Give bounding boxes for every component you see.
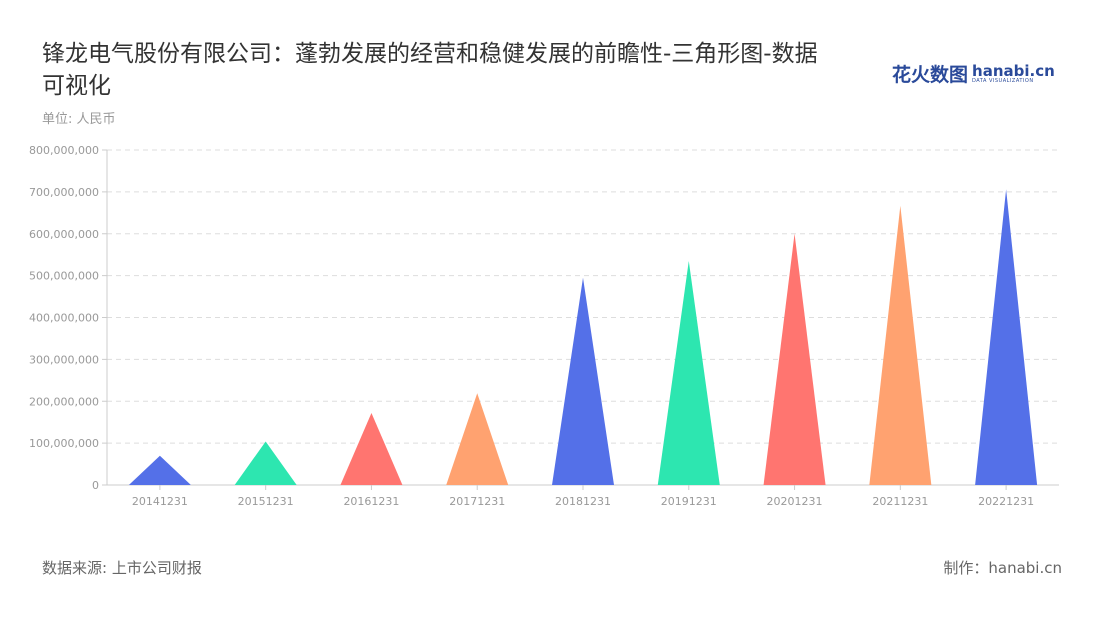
x-tick-label: 20211231	[872, 495, 928, 508]
triangle-bar-20151231	[234, 441, 297, 485]
x-tick-label: 20201231	[767, 495, 823, 508]
triangle-bar-20191231	[657, 260, 720, 485]
triangle-bar-20201231	[763, 233, 826, 485]
maker-credit: 制作：hanabi.cn	[943, 559, 1062, 577]
triangle-bar-20161231	[340, 412, 403, 485]
y-tick-label: 700,000,000	[29, 186, 99, 199]
x-tick-label: 20151231	[238, 495, 294, 508]
unit-label: 单位: 人民币	[42, 112, 116, 127]
logo-cn: 花火数图	[892, 64, 969, 86]
logo: 花火数图 hanabi.cn DATA VISUALIZATION	[892, 60, 1055, 87]
x-tick-label: 20171231	[449, 495, 505, 508]
logo-sub: DATA VISUALIZATION	[972, 77, 1034, 84]
triangle-bar-20171231	[446, 393, 509, 485]
triangle-bar-20221231	[975, 189, 1038, 486]
y-tick-label: 400,000,000	[29, 312, 99, 325]
y-tick-label: 100,000,000	[29, 437, 99, 450]
triangle-bar-20181231	[552, 277, 614, 485]
y-tick-label: 200,000,000	[29, 395, 99, 408]
y-tick-label: 800,000,000	[29, 144, 99, 157]
y-tick-label: 600,000,000	[29, 228, 99, 241]
y-tick-label: 500,000,000	[29, 270, 99, 283]
x-tick-label: 20181231	[555, 495, 611, 508]
triangle-bar-20141231	[128, 455, 191, 485]
data-source: 数据来源: 上市公司财报	[42, 559, 202, 577]
x-tick-label: 20141231	[132, 495, 188, 508]
y-tick-label: 0	[92, 479, 99, 492]
chart-title: 锋龙电气股份有限公司：蓬勃发展的经营和稳健发展的前瞻性-三角形图-数据可视化	[42, 41, 818, 99]
triangle-bar-20211231	[869, 205, 932, 485]
y-tick-label: 300,000,000	[29, 353, 99, 366]
logo-en: hanabi.cn	[972, 61, 1055, 80]
x-tick-label: 20221231	[978, 495, 1034, 508]
x-tick-label: 20191231	[661, 495, 717, 508]
x-tick-label: 20161231	[343, 495, 399, 508]
